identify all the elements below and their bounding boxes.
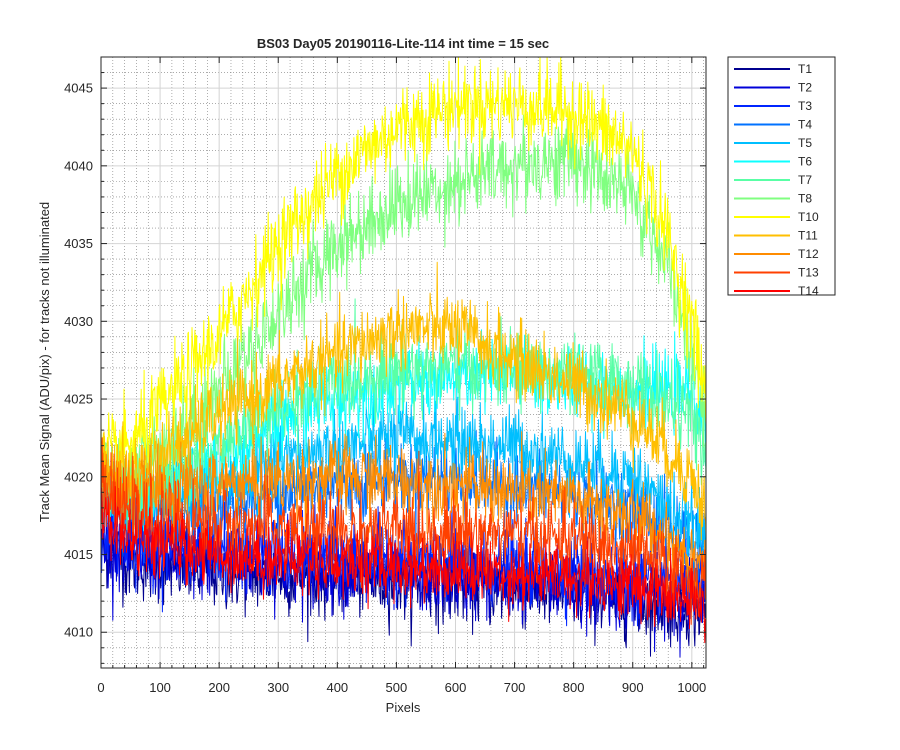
legend-label-t2: T2 (798, 81, 812, 95)
legend-label-t5: T5 (798, 136, 812, 150)
series-line-t13 (100, 437, 707, 625)
y-tick-label: 4045 (64, 81, 93, 96)
series-line-t12 (100, 431, 707, 599)
series-lines (100, 56, 707, 658)
chart-title: BS03 Day05 20190116-Lite-114 int time = … (257, 36, 549, 51)
y-tick-label: 4025 (64, 392, 93, 407)
legend-label-t4: T4 (798, 118, 812, 132)
legend: T1 T2 T3 T4 T5 T6 T7 T8 T10 T11 T12 T13 T14 (727, 56, 836, 298)
legend-label-t11: T11 (798, 229, 818, 243)
x-tick-label: 0 (97, 680, 104, 695)
plot-frame (100, 56, 707, 669)
x-tick-label: 200 (208, 680, 230, 695)
legend-box (727, 56, 836, 296)
x-tick-label: 100 (149, 680, 171, 695)
legend-label-t7: T7 (798, 173, 812, 187)
x-axis-ticks: 0 100 200 300 400 500 600 700 800 900 1000 (97, 57, 706, 695)
x-tick-label: 800 (563, 680, 585, 695)
legend-label-t6: T6 (798, 155, 812, 169)
y-axis-label: Track Mean Signal (ADU/pix) - for tracks… (37, 202, 52, 522)
x-tick-label: 900 (622, 680, 644, 695)
y-axis-ticks: 4010 4015 4020 4025 4030 4035 4040 4045 (64, 56, 706, 664)
legend-label-t12: T12 (798, 247, 819, 261)
series-line-t11 (100, 261, 707, 541)
legend-label-t1: T1 (798, 62, 812, 76)
x-tick-label: 600 (445, 680, 467, 695)
x-tick-label: 1000 (677, 680, 706, 695)
y-tick-label: 4040 (64, 158, 93, 173)
series-line-t10 (100, 56, 707, 503)
x-axis-label: Pixels (386, 700, 421, 715)
x-tick-label: 500 (386, 680, 408, 695)
legend-label-t14: T14 (798, 284, 819, 298)
legend-label-t10: T10 (798, 210, 819, 224)
legend-label-t13: T13 (798, 266, 819, 280)
y-tick-label: 4015 (64, 547, 93, 562)
x-tick-label: 400 (326, 680, 348, 695)
legend-items: T1 T2 T3 T4 T5 T6 T7 T8 T10 T11 T12 T13 T14 (734, 62, 819, 298)
y-tick-label: 4010 (64, 625, 93, 640)
series-line-t14 (100, 486, 707, 644)
legend-label-t8: T8 (798, 192, 812, 206)
y-tick-label: 4030 (64, 314, 93, 329)
series-line-t7 (100, 298, 707, 531)
y-tick-label: 4020 (64, 469, 93, 484)
x-tick-label: 300 (267, 680, 289, 695)
y-tick-label: 4035 (64, 236, 93, 251)
legend-label-t3: T3 (798, 99, 812, 113)
x-tick-label: 700 (504, 680, 526, 695)
